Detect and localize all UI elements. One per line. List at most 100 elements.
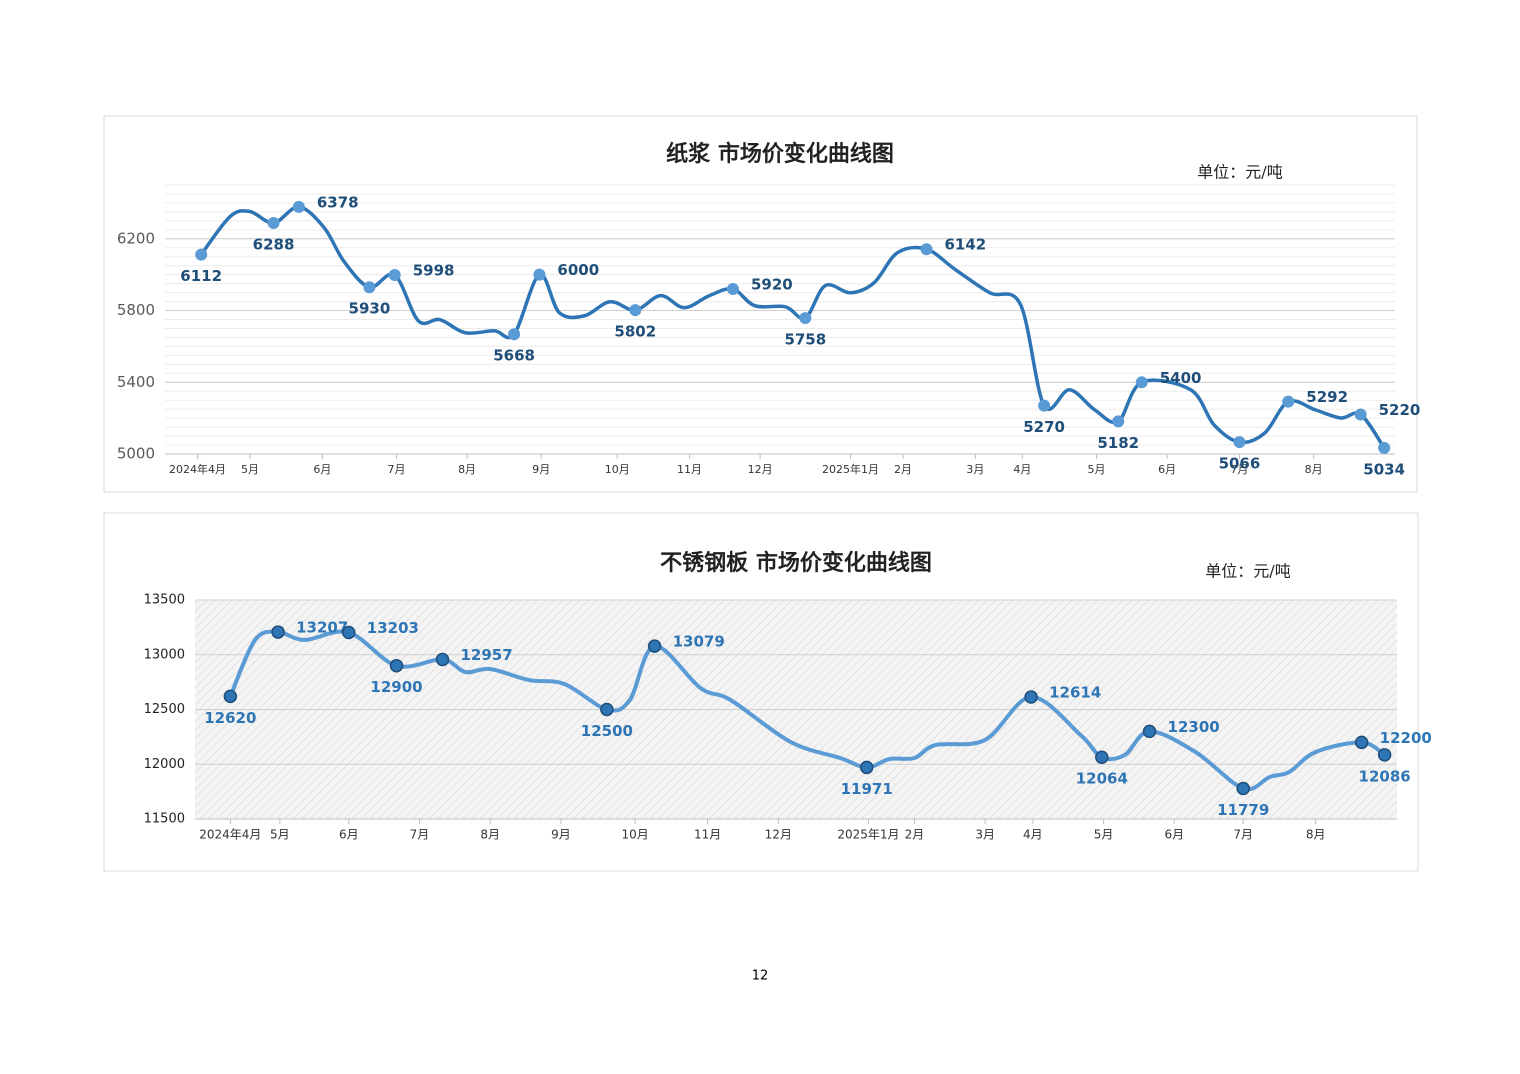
data-point <box>1282 395 1295 408</box>
data-label: 5182 <box>1097 434 1139 452</box>
data-label: 12086 <box>1359 767 1411 785</box>
x-tick-label: 10月 <box>622 828 649 842</box>
data-label: 5920 <box>751 276 793 294</box>
x-tick-label: 11月 <box>677 463 702 476</box>
data-label: 5998 <box>413 262 455 280</box>
x-tick-label: 2025年1月 <box>822 462 879 476</box>
x-tick-label: 2月 <box>905 828 925 842</box>
data-point <box>629 304 642 317</box>
x-tick-label: 12月 <box>748 463 773 476</box>
y-tick-label: 6200 <box>117 229 155 247</box>
data-label: 11779 <box>1217 801 1269 819</box>
data-label: 11971 <box>841 780 893 798</box>
x-tick-label: 5月 <box>1088 463 1106 476</box>
y-tick-label: 13000 <box>144 647 185 662</box>
data-point <box>533 268 546 281</box>
data-label: 13079 <box>673 633 725 651</box>
x-tick-label: 8月 <box>1305 463 1323 476</box>
unit-label: 单位：元/吨 <box>1197 163 1282 182</box>
x-tick-label: 6月 <box>1158 463 1176 476</box>
data-label: 5270 <box>1023 418 1065 436</box>
data-label: 6000 <box>557 261 599 279</box>
data-point <box>1112 415 1125 428</box>
data-point <box>508 328 521 341</box>
data-label: 12614 <box>1049 684 1101 702</box>
y-tick-label: 12500 <box>144 702 185 717</box>
x-tick-label: 4月 <box>1013 463 1031 476</box>
data-point <box>1354 408 1367 421</box>
data-point <box>1354 735 1369 750</box>
data-point <box>1135 376 1148 389</box>
data-point <box>342 625 356 640</box>
chart-title: 纸浆 市场价变化曲线图 <box>666 141 894 167</box>
data-point <box>1236 781 1250 796</box>
data-point <box>1233 436 1246 449</box>
y-tick-label: 13500 <box>144 593 185 608</box>
data-label: 12200 <box>1380 729 1432 747</box>
data-point <box>292 200 305 213</box>
data-label: 13207 <box>296 619 348 637</box>
data-label: 12620 <box>204 709 256 727</box>
data-label: 12064 <box>1076 770 1128 788</box>
data-label: 5220 <box>1379 401 1421 419</box>
data-point <box>389 658 404 673</box>
data-point <box>1142 724 1157 739</box>
data-point <box>859 760 874 775</box>
data-label: 5930 <box>349 300 391 318</box>
data-label: 12500 <box>581 722 633 740</box>
page-number: 12 <box>752 969 769 984</box>
x-tick-label: 7月 <box>410 828 430 842</box>
data-label: 5034 <box>1363 460 1405 478</box>
price-line <box>228 629 1387 792</box>
x-tick-label: 12月 <box>765 828 792 842</box>
x-tick-label: 6月 <box>339 828 359 842</box>
data-point <box>388 269 401 282</box>
unit-label: 单位：元/吨 <box>1205 562 1290 581</box>
data-point <box>363 281 376 294</box>
x-tick-label: 4月 <box>1023 828 1043 842</box>
x-tick-label: 7月 <box>1233 828 1253 842</box>
data-label: 6378 <box>317 193 359 211</box>
data-label: 5400 <box>1160 369 1202 387</box>
data-label: 12957 <box>460 646 512 664</box>
x-tick-label: 7月 <box>1230 463 1248 476</box>
x-tick-label: 6月 <box>313 463 331 476</box>
data-label: 13203 <box>367 619 419 637</box>
x-tick-label: 8月 <box>480 828 500 842</box>
data-point <box>223 689 238 704</box>
x-tick-label: 2024年4月 <box>199 828 261 842</box>
data-point <box>799 312 812 325</box>
data-label: 6142 <box>945 236 987 254</box>
data-point <box>1038 399 1051 412</box>
x-tick-label: 9月 <box>532 463 550 476</box>
data-point <box>435 652 450 667</box>
data-label: 5668 <box>493 347 535 365</box>
x-tick-label: 10月 <box>605 463 630 476</box>
x-tick-label: 5月 <box>1094 828 1114 842</box>
data-point <box>1377 748 1392 762</box>
data-point <box>920 243 933 256</box>
y-tick-label: 11500 <box>144 812 185 827</box>
chart-frame <box>103 115 1418 493</box>
data-label: 12300 <box>1168 718 1220 736</box>
x-tick-label: 5月 <box>270 828 290 842</box>
y-tick-label: 5000 <box>117 445 155 463</box>
x-tick-label: 11月 <box>694 828 721 842</box>
x-tick-label: 7月 <box>388 463 406 476</box>
data-label: 12900 <box>370 678 422 696</box>
x-tick-label: 8月 <box>1306 828 1326 842</box>
data-point <box>1024 690 1038 704</box>
data-point <box>1095 750 1109 764</box>
x-tick-label: 3月 <box>966 463 984 476</box>
data-point <box>600 702 614 717</box>
x-tick-label: 2025年1月 <box>837 828 899 842</box>
data-point <box>195 248 208 261</box>
data-label: 5802 <box>614 323 656 341</box>
data-point <box>647 639 662 653</box>
x-tick-label: 3月 <box>975 828 995 842</box>
x-tick-label: 8月 <box>458 463 476 476</box>
x-tick-label: 2月 <box>894 463 912 476</box>
data-label: 6112 <box>180 267 222 285</box>
data-point <box>271 625 285 639</box>
